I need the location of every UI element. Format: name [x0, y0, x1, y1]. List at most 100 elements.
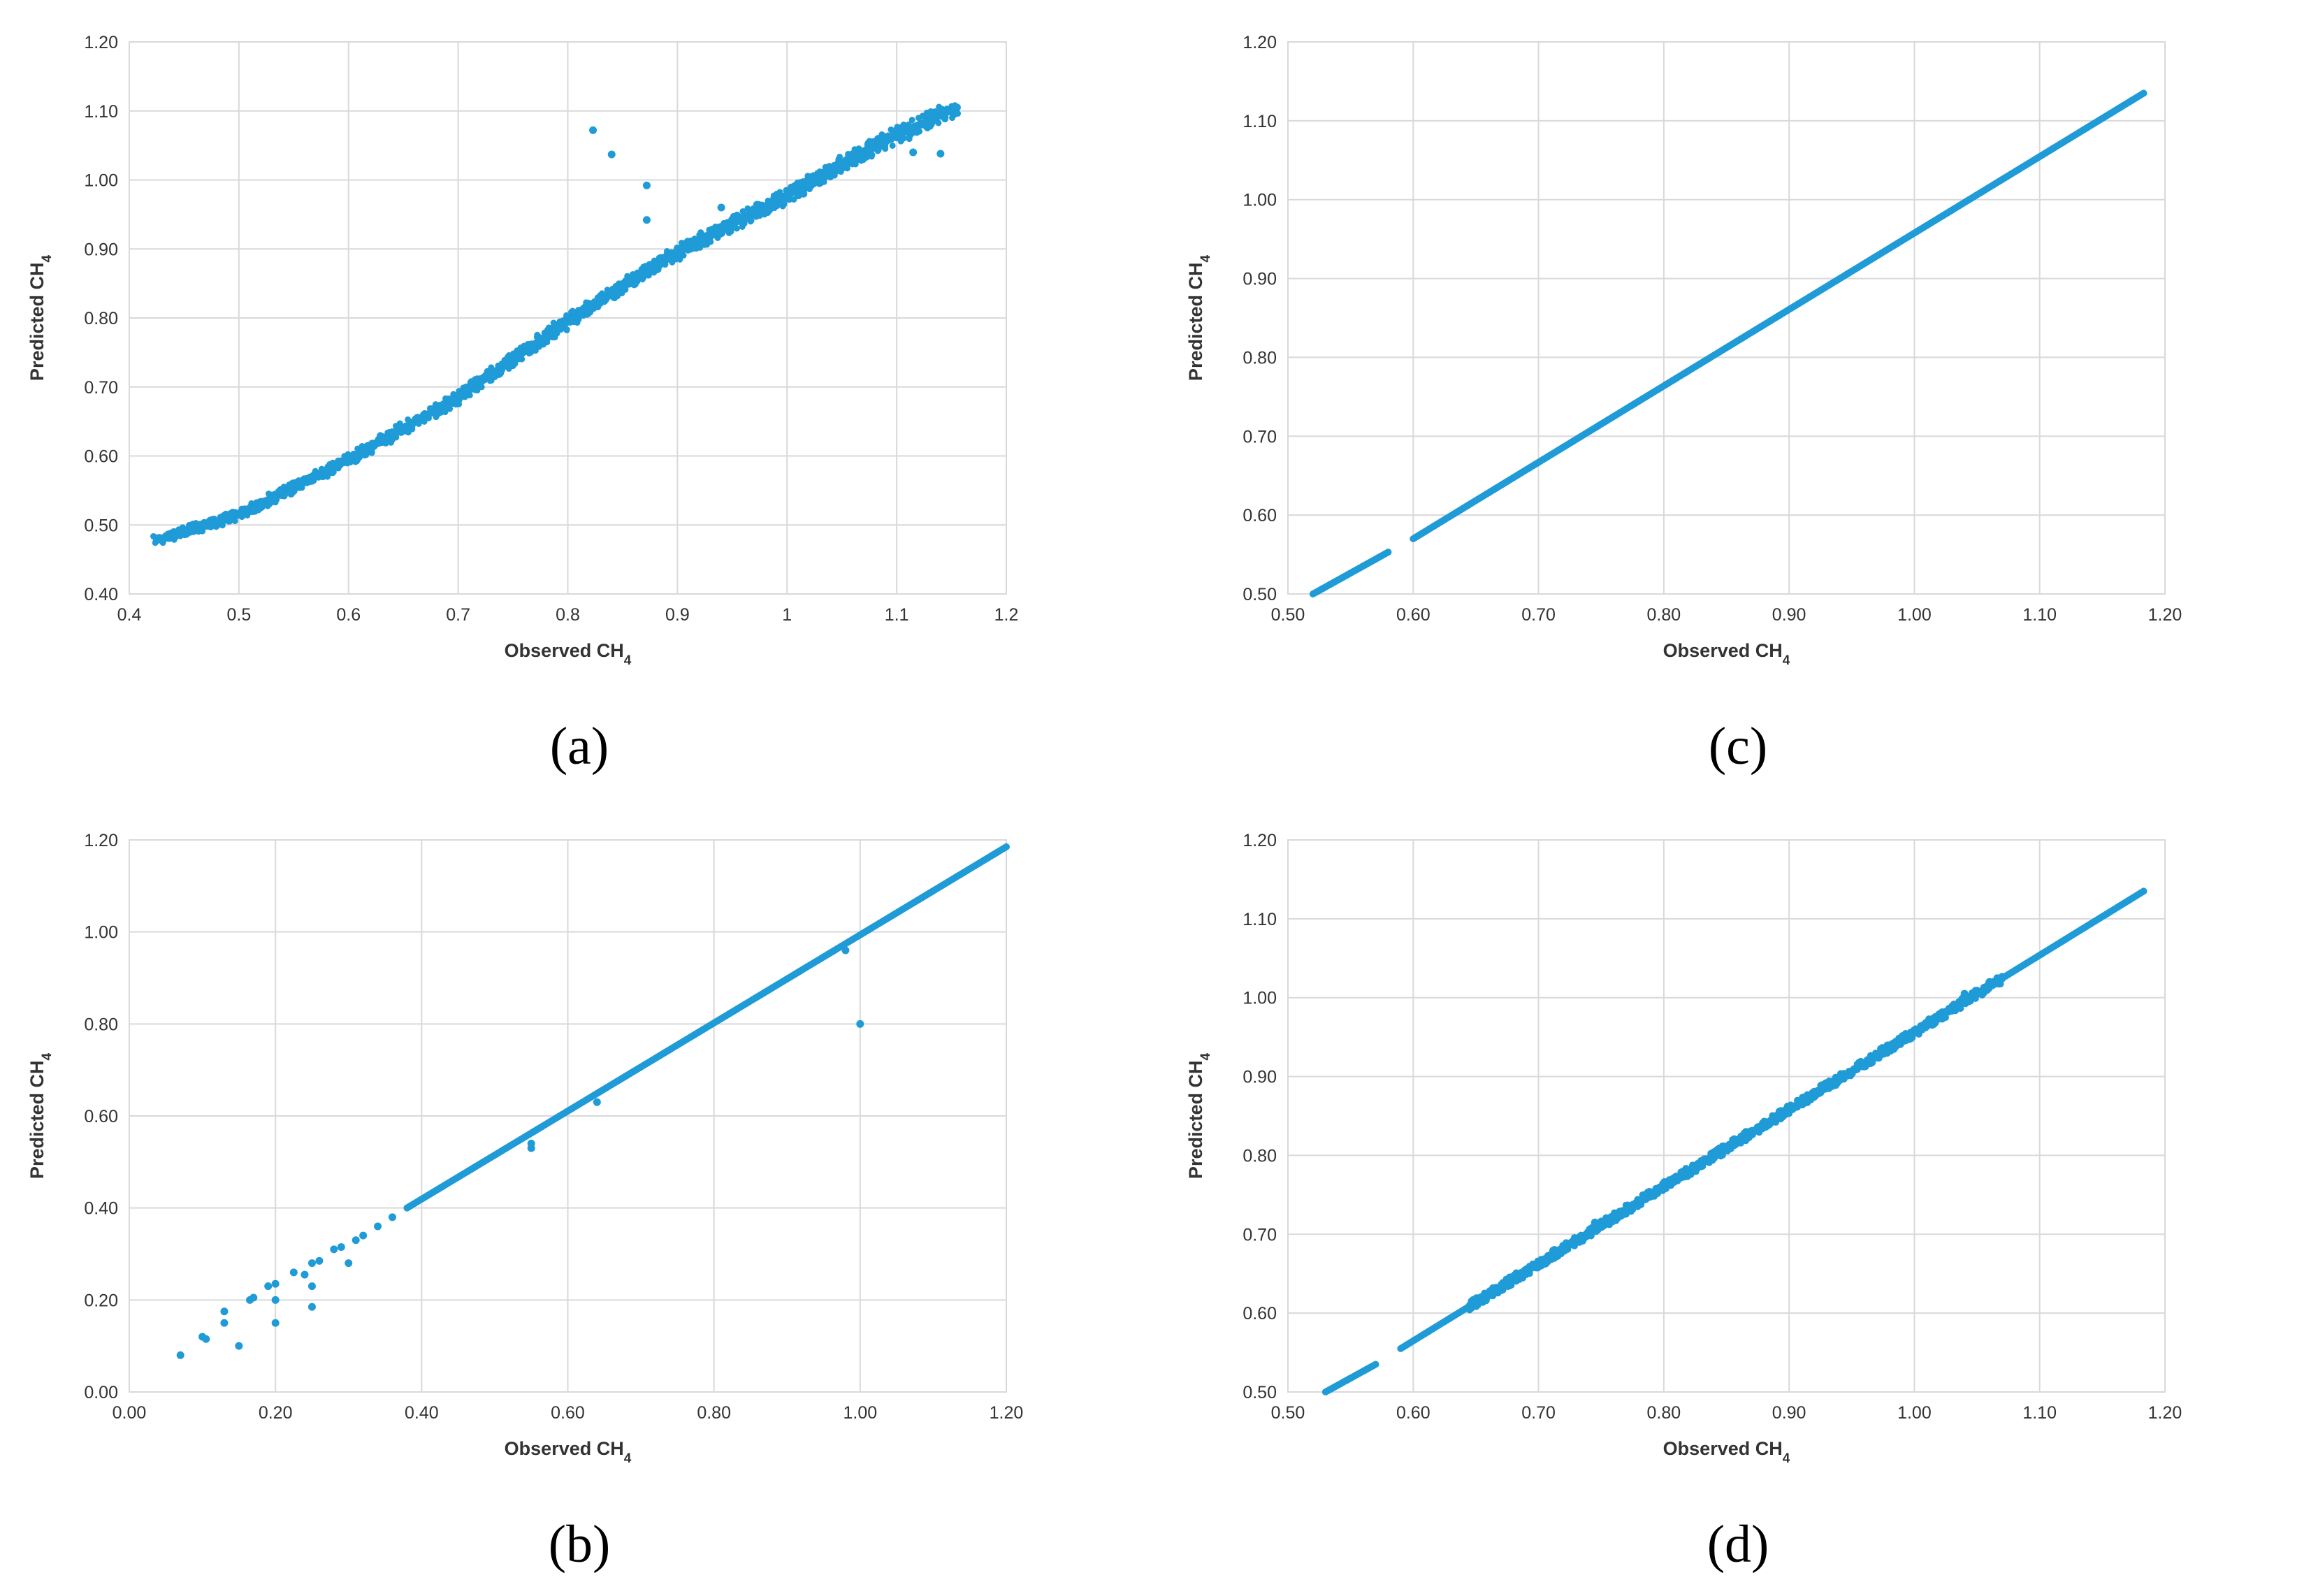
data-point — [737, 219, 744, 226]
y-axis-title-subscript: 4 — [40, 255, 55, 263]
data-point — [495, 371, 502, 378]
data-point — [642, 216, 651, 224]
x-tick-label: 1.20 — [990, 1403, 1024, 1423]
panel-label-c: (c) — [1708, 717, 1768, 776]
data-points — [176, 843, 1010, 1359]
data-point — [776, 189, 783, 196]
data-point — [717, 203, 725, 212]
data-point — [672, 256, 679, 263]
y-tick-label: 1.20 — [1243, 33, 1277, 52]
data-point — [818, 180, 825, 187]
chart-panel-d: 0.50 0.60 0.70 0.80 0.90 1.00 1.10 1.20 0.50 0.60… — [1159, 798, 2317, 1596]
x-tick-label: 0.50 — [1271, 605, 1305, 625]
y-tick-label: 0.50 — [1243, 1383, 1277, 1402]
x-tick-label: 0.50 — [1271, 1403, 1305, 1423]
x-axis-title: Observed CH4 — [505, 640, 632, 668]
y-tick-label: 1.00 — [84, 171, 118, 191]
scatter-chart-d: 0.50 0.60 0.70 0.80 0.90 1.00 1.10 1.20 0.50 0.60… — [1185, 831, 2182, 1466]
data-point — [900, 135, 907, 142]
data-point — [656, 262, 663, 269]
data-point — [281, 491, 288, 498]
x-tick-label: 0.60 — [1396, 1403, 1430, 1423]
data-point — [415, 420, 422, 427]
y-axis-title-text: Predicted CH — [1185, 1061, 1206, 1180]
data-point — [296, 484, 303, 491]
data-point — [875, 147, 882, 154]
y-tick-label: 0.90 — [1243, 1068, 1277, 1087]
data-point — [799, 189, 808, 198]
data-point — [324, 471, 331, 478]
x-tick-label: 0.8 — [556, 605, 580, 625]
x-tick-label: 1.00 — [1897, 1403, 1932, 1423]
plot-frame — [1287, 41, 2166, 595]
x-tick-label: 0.80 — [697, 1403, 731, 1423]
y-axis-title-text: Predicted CH — [27, 263, 48, 382]
data-point — [575, 316, 582, 323]
data-point — [403, 428, 410, 435]
data-point — [220, 1307, 229, 1316]
data-point — [315, 1256, 324, 1265]
plot-frame — [129, 41, 1007, 595]
data-point — [593, 1098, 601, 1106]
data-point — [695, 242, 702, 249]
x-axis-title-text: Observed CH — [1663, 640, 1783, 661]
x-tick-label: 1.1 — [885, 605, 909, 625]
y-tick-label: 0.60 — [84, 1107, 118, 1126]
data-point — [421, 416, 428, 423]
data-point — [841, 946, 850, 955]
chart-panel-c: 0.50 0.60 0.70 0.80 0.90 1.00 1.10 1.20 0.50 0.60… — [1159, 0, 2317, 798]
data-point — [955, 110, 962, 117]
data-point — [935, 119, 942, 126]
x-tick-label: 0.60 — [551, 1403, 585, 1423]
y-axis-title-subscript: 4 — [40, 1053, 55, 1061]
data-point — [941, 115, 948, 122]
data-point — [359, 1231, 368, 1240]
y-tick-label: 1.20 — [84, 831, 118, 850]
x-tick-label: 0.90 — [1772, 605, 1806, 625]
y-tick-label: 0.80 — [1243, 348, 1277, 368]
data-point — [271, 1319, 280, 1327]
x-tick-label: 1.20 — [2148, 1403, 2182, 1423]
data-point — [389, 1213, 396, 1221]
data-point — [330, 1245, 338, 1254]
x-tick-label: 0.80 — [1647, 605, 1681, 625]
plot-frame — [1287, 839, 2166, 1393]
x-tick-label: 0.9 — [665, 605, 690, 625]
data-point — [701, 241, 708, 248]
x-axis-title: Observed CH4 — [1663, 1438, 1790, 1466]
y-axis-title: Predicted CH4 — [1185, 255, 1213, 382]
data-point — [866, 138, 873, 145]
x-tick-label: 1.10 — [2022, 605, 2057, 625]
chart-panel-b: 0.00 0.20 0.40 0.60 0.80 1.00 1.20 0.00 0.20 0.40… — [0, 798, 1159, 1596]
x-axis-title: Observed CH4 — [1663, 640, 1790, 668]
data-point — [446, 403, 453, 410]
data-point — [374, 1222, 382, 1231]
y-tick-label: 0.70 — [1243, 1225, 1277, 1245]
x-tick-label: 1.10 — [2022, 1403, 2057, 1423]
chart-panel-a: 0.4 0.5 0.6 0.7 0.8 0.9 1 1.1 1.2 0.40 0.50 0.60 0.7… — [0, 0, 1159, 798]
y-axis-title: Predicted CH4 — [27, 255, 55, 382]
y-tick-label: 1.00 — [1243, 989, 1277, 1008]
x-tick-label: 0.6 — [336, 605, 361, 625]
scatter-chart-b: 0.00 0.20 0.40 0.60 0.80 1.00 1.20 0.00 0.20 0.40… — [27, 831, 1024, 1466]
data-point — [271, 496, 278, 503]
data-point — [352, 1236, 360, 1245]
data-point — [478, 384, 485, 391]
data-point — [836, 153, 843, 160]
data-point — [1960, 989, 1969, 998]
x-axis-title-text: Observed CH — [505, 1438, 624, 1459]
data-point — [889, 142, 896, 149]
scatter-chart-a: 0.4 0.5 0.6 0.7 0.8 0.9 1 1.1 1.2 0.40 0.50 0.60 0.7… — [27, 33, 1018, 668]
y-tick-label: 0.80 — [1243, 1146, 1277, 1166]
data-point — [526, 347, 533, 354]
data-point — [632, 281, 639, 288]
y-tick-label: 0.60 — [1243, 1304, 1277, 1323]
data-point — [622, 286, 629, 293]
data-point — [307, 1259, 316, 1268]
y-axis-title-text: Predicted CH — [1185, 263, 1206, 382]
data-point — [748, 217, 755, 224]
x-axis-title-subscript: 4 — [624, 653, 632, 668]
data-point — [176, 1351, 184, 1359]
x-tick-label: 1 — [782, 605, 792, 625]
data-points — [150, 102, 962, 546]
